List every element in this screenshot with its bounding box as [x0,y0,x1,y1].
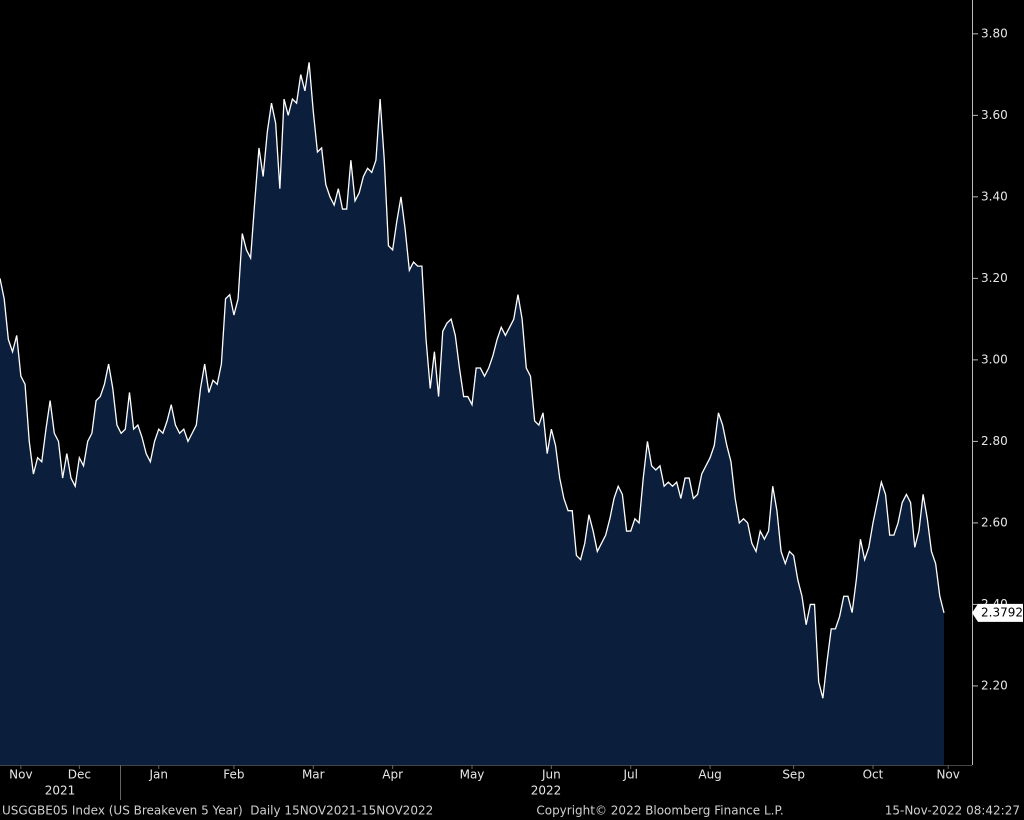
x-tick-label: Feb [223,768,244,782]
x-tick-label: Jan [148,768,168,782]
last-value-label: 2.3792 [981,605,1023,619]
y-tick-label: 2.80 [981,434,1008,448]
x-tick-label: Sep [782,768,805,782]
year-label: 2022 [531,784,562,798]
y-tick-label: 3.60 [981,108,1008,122]
footer-center: Copyright© 2022 Bloomberg Finance L.P. [536,804,783,818]
x-tick-label: May [460,768,485,782]
x-tick-label: Mar [302,768,325,782]
x-tick-label: Dec [68,768,91,782]
y-tick-label: 3.80 [981,26,1008,40]
y-tick-label: 2.60 [981,515,1008,529]
x-tick-label: Nov [936,768,959,782]
plot-area [0,62,945,766]
footer-right: 15-Nov-2022 08:42:27 [885,804,1020,818]
y-tick-label: 2.20 [981,678,1008,692]
x-tick-label: Aug [698,768,721,782]
y-tick-label: 3.40 [981,189,1008,203]
area [0,62,944,766]
x-tick-label: Jul [622,768,637,782]
x-tick-label: Apr [382,768,403,782]
footer-left: USGGBE05 Index (US Breakeven 5 Year) Dai… [2,804,433,818]
y-tick-label: 3.00 [981,352,1008,366]
y-tick-label: 3.20 [981,271,1008,285]
year-label: 2021 [45,784,76,798]
x-tick-label: Jun [541,768,561,782]
last-value-tag [972,603,1023,622]
x-tick-label: Oct [863,768,884,782]
line [0,62,945,699]
x-tick-label: Nov [9,768,32,782]
